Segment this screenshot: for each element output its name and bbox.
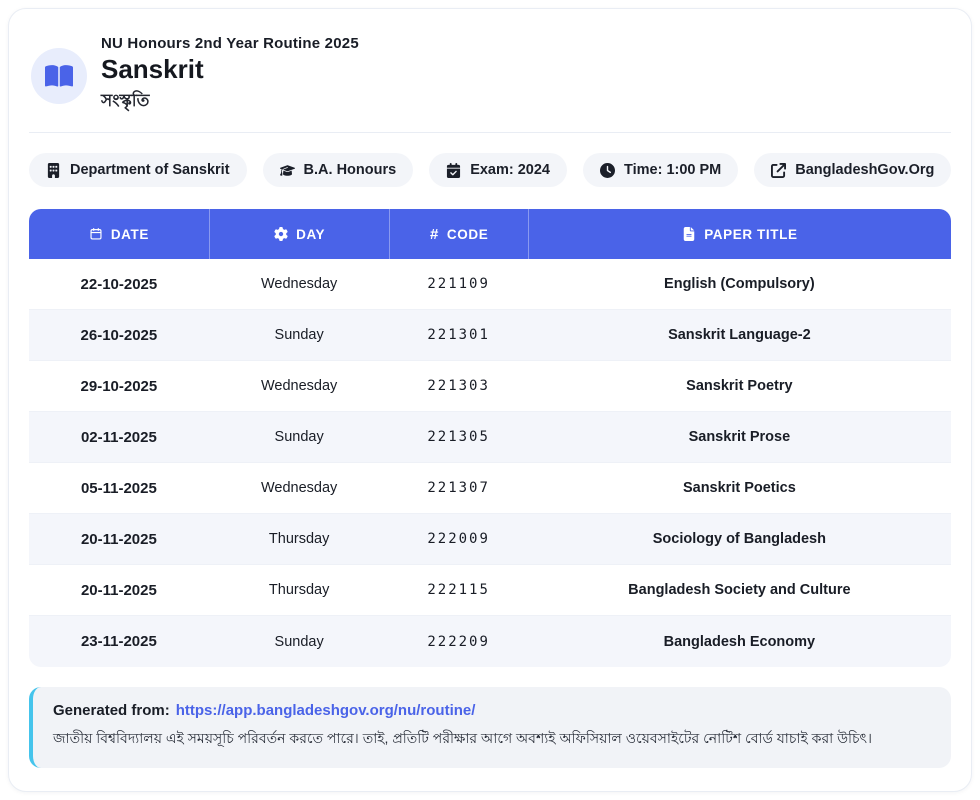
page-title-bengali: সংস্কৃতি <box>101 91 150 110</box>
chip-label: Department of Sanskrit <box>70 162 230 178</box>
cell-code: 221307 <box>427 480 490 496</box>
cell-code: 222009 <box>427 531 490 547</box>
footer-note-bengali: জাতীয় বিশ্ববিদ্যালয় এই সময়সূচি পরিবর্… <box>53 730 873 746</box>
cell-date: 22-10-2025 <box>80 275 158 293</box>
table-row: 29-10-2025 Wednesday 221303 Sanskrit Poetry <box>29 361 951 412</box>
routine-card: NU Honours 2nd Year Routine 2025 Sanskri… <box>8 8 972 792</box>
cell-day: Sunday <box>274 429 324 445</box>
routine-table-body: 22-10-2025 Wednesday 221109 English (Compul… <box>29 259 951 667</box>
table-row: 02-11-2025 Sunday 221305 Sanskrit Prose <box>29 412 951 463</box>
cell-date: 29-10-2025 <box>80 377 158 395</box>
cell-date: 05-11-2025 <box>80 479 157 497</box>
cell-title: Sociology of Bangladesh <box>652 531 826 547</box>
graduation-cap-icon <box>279 164 295 176</box>
cell-title: Sanskrit Poetics <box>682 480 796 496</box>
cell-day: Wednesday <box>260 480 338 496</box>
cell-title: Bangladesh Society and Culture <box>628 582 851 598</box>
cell-title: Sanskrit Prose <box>688 429 791 445</box>
column-label: DATE <box>110 226 149 242</box>
column-label: PAPER TITLE <box>704 226 798 242</box>
cell-day: Sunday <box>274 327 324 343</box>
column-label: CODE <box>446 226 489 242</box>
generated-from-link[interactable]: https://app.bangladeshgov.org/nu/routine… <box>175 702 476 719</box>
table-row: 05-11-2025 Wednesday 221307 Sanskrit Poetic… <box>29 463 951 514</box>
cell-date: 26-10-2025 <box>80 326 158 344</box>
cell-day: Wednesday <box>260 276 338 292</box>
calendar-check-icon <box>447 162 461 178</box>
column-header-date: DATE <box>29 209 209 259</box>
cell-title: Bangladesh Economy <box>663 633 816 650</box>
table-row: 20-11-2025 Thursday 222115 Bangladesh Socie… <box>29 565 951 616</box>
building-icon <box>47 162 60 178</box>
cell-title: English (Compulsory) <box>664 276 815 292</box>
chip-label: Exam: 2024 <box>470 162 550 178</box>
clock-icon <box>600 162 615 178</box>
routine-subtitle: NU Honours 2nd Year Routine 2025 <box>101 35 359 52</box>
chip-label: BangladeshGov.Org <box>795 162 935 178</box>
chip-exam-time: Time: 1:00 PM <box>583 153 739 187</box>
cell-code: 222115 <box>427 582 490 598</box>
table-row: 22-10-2025 Wednesday 221109 English (Compul… <box>29 259 951 310</box>
generated-from-line: Generated from: https://app.bangladeshgov… <box>53 702 931 719</box>
cell-title: Sanskrit Poetry <box>686 378 793 394</box>
cell-code: 221303 <box>427 378 490 394</box>
calendar-icon <box>90 228 102 240</box>
cell-code: 221305 <box>427 429 490 445</box>
table-header: DATE DAY # CODE PAPER TITLE <box>29 209 951 259</box>
routine-table: DATE DAY # CODE PAPER TITLE 22-10-2025 We… <box>29 209 951 667</box>
chip-label: Time: 1:00 PM <box>624 162 722 178</box>
cell-code: 222209 <box>427 633 490 650</box>
cell-code: 221109 <box>427 276 490 292</box>
cell-date: 20-11-2025 <box>80 530 157 548</box>
cell-day: Sunday <box>274 633 324 650</box>
table-row: 20-11-2025 Thursday 222009 Sociology of Ban… <box>29 514 951 565</box>
cell-day: Thursday <box>268 531 330 547</box>
cell-title: Sanskrit Language-2 <box>668 327 811 343</box>
table-row: 26-10-2025 Sunday 221301 Sanskrit Language-… <box>29 310 951 361</box>
column-header-code: # CODE <box>389 209 527 259</box>
hash-icon: # <box>429 225 439 243</box>
info-chips: Department of Sanskrit B.A. Honours Exam… <box>29 153 952 187</box>
chip-degree: B.A. Honours <box>262 153 414 187</box>
footer-note: Generated from: https://app.bangladeshgov… <box>29 687 951 768</box>
cell-day: Thursday <box>268 582 330 598</box>
chip-source-link[interactable]: BangladeshGov.Org <box>754 153 952 187</box>
cell-date: 02-11-2025 <box>80 428 157 446</box>
generated-from-label: Generated from: <box>53 702 170 719</box>
table-row: 23-11-2025 Sunday 222209 Bangladesh Economy <box>29 616 951 667</box>
cell-day: Wednesday <box>260 378 338 394</box>
column-label: DAY <box>296 226 326 242</box>
file-icon <box>683 227 695 241</box>
chip-label: B.A. Honours <box>303 162 397 178</box>
open-book-icon <box>45 64 73 87</box>
chip-exam-year: Exam: 2024 <box>429 153 567 187</box>
header: NU Honours 2nd Year Routine 2025 Sanskri… <box>29 29 951 133</box>
cell-date: 20-11-2025 <box>80 581 157 599</box>
column-header-day: DAY <box>208 209 390 259</box>
page-title: Sanskrit <box>101 54 204 84</box>
chip-department: Department of Sanskrit <box>29 153 247 187</box>
cell-date: 23-11-2025 <box>80 633 157 650</box>
book-badge <box>31 47 87 104</box>
header-text: NU Honours 2nd Year Routine 2025 Sanskri… <box>101 35 359 116</box>
external-link-icon <box>771 162 787 178</box>
gear-icon <box>274 227 288 241</box>
column-header-paper-title: PAPER TITLE <box>527 209 951 259</box>
cell-code: 221301 <box>427 327 490 343</box>
